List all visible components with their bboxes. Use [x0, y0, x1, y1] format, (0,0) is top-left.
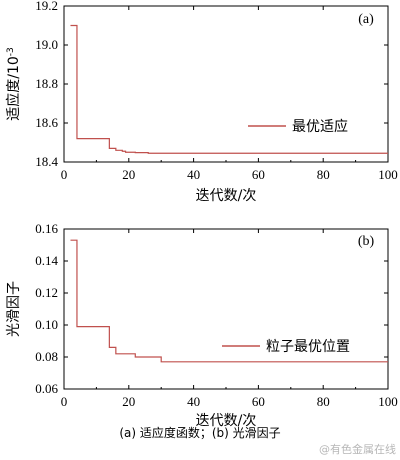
y-axis-title: 光滑因子 [5, 281, 22, 337]
panel-a: 0 20 40 60 80 100 18.4 18.6 18.8 19.0 19.2 迭代数/次 适应度… [5, 0, 398, 204]
y-tick-label: 19.2 [35, 0, 58, 13]
y-tick-label: 0.16 [35, 221, 58, 236]
y-axis-title: 适应度/10-3 [5, 47, 22, 121]
y-tick-label: 0.08 [35, 349, 58, 364]
x-tick-label: 100 [378, 394, 398, 409]
panel-label: (b) [358, 234, 375, 249]
x-tick-label: 80 [317, 167, 330, 182]
panel-b: 0 20 40 60 80 100 0.06 0.08 0.10 0.12 0.14 0.16 迭代数/… [5, 221, 398, 429]
y-tick-label: 0.14 [35, 253, 58, 268]
series-line [70, 24, 388, 154]
x-tick-label: 100 [378, 167, 398, 182]
y-tick-label: 18.8 [35, 76, 58, 91]
y-axis-title-exponent: -3 [6, 47, 16, 56]
y-tick-label: 0.10 [35, 317, 58, 332]
y-tick-label: 0.06 [35, 381, 58, 396]
x-tick-label: 60 [252, 394, 265, 409]
watermark: @有色金属在线 [319, 442, 396, 456]
plot-frame [63, 5, 389, 163]
series-line [70, 239, 388, 363]
x-axis-title: 迭代数/次 [196, 413, 257, 429]
y-tick-label: 18.4 [35, 154, 58, 169]
x-tick-label: 60 [252, 167, 265, 182]
x-tick-label: 0 [61, 167, 68, 182]
x-tick-label: 80 [317, 394, 330, 409]
figure-caption: (a) 适应度函数；(b) 光滑因子 [119, 425, 280, 440]
x-tick-label: 40 [187, 394, 200, 409]
y-tick-label: 19.0 [35, 37, 58, 52]
x-tick-label: 20 [122, 167, 135, 182]
panel-label: (a) [358, 12, 374, 27]
x-axis-title: 迭代数/次 [196, 188, 257, 204]
legend-label: 粒子最优位置 [266, 339, 350, 355]
plot-frame [63, 228, 389, 390]
x-tick-label: 20 [122, 394, 135, 409]
x-tick-label: 40 [187, 167, 200, 182]
y-tick-label: 0.12 [35, 285, 58, 300]
x-tick-label: 0 [61, 394, 68, 409]
legend-label: 最优适应 [292, 118, 348, 135]
y-tick-label: 18.6 [35, 115, 58, 130]
